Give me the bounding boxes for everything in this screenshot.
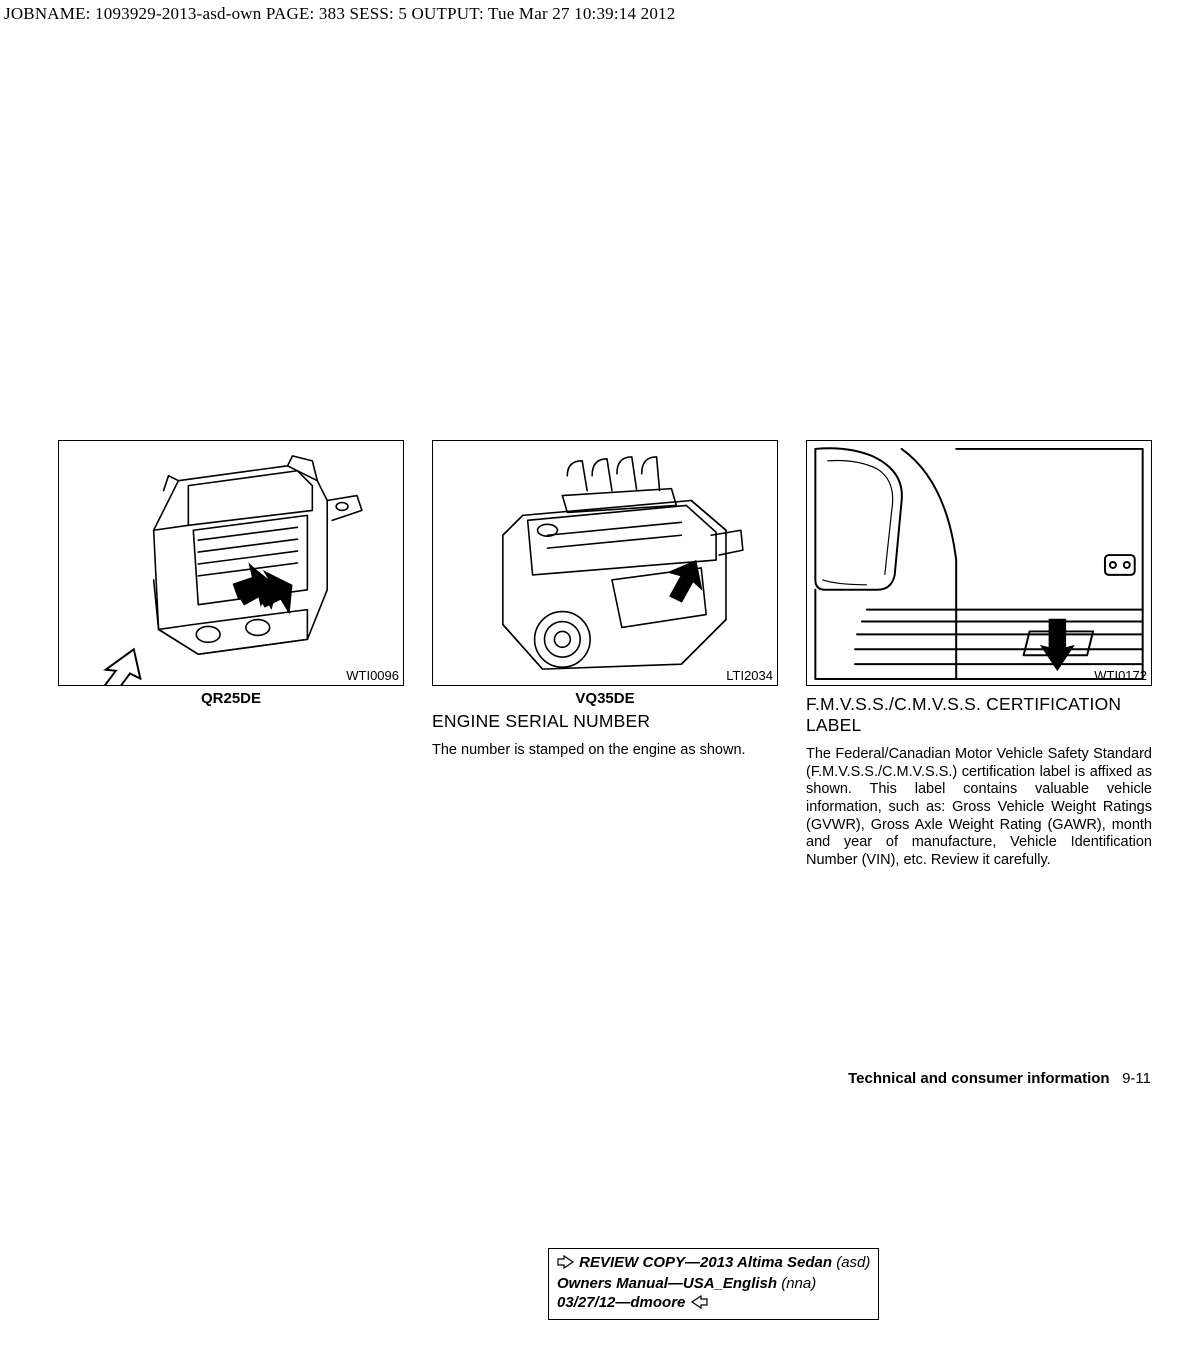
review-line1-c: (asd): [836, 1254, 870, 1271]
review-line2-b: (nna): [781, 1275, 816, 1292]
body-cert-label: The Federal/Canadian Motor Vehicle Safet…: [806, 746, 1152, 870]
column-vq35de: LTI2034 VQ35DE ENGINE SERIAL NUMBER The …: [432, 440, 778, 870]
jobname-header: JOBNAME: 1093929-2013-asd-own PAGE: 383 …: [4, 4, 675, 24]
column-qr25de: WTI0096 QR25DE: [58, 440, 404, 870]
caption-qr25de: QR25DE: [58, 690, 404, 707]
section-footer: Technical and consumer information 9-11: [848, 1070, 1151, 1087]
figure-code: LTI2034: [726, 668, 773, 683]
figure-code: WTI0096: [346, 668, 399, 683]
review-line1-b: 2013 Altima Sedan: [700, 1254, 836, 1271]
body-engine-serial: The number is stamped on the engine as s…: [432, 742, 778, 760]
figure-qr25de: WTI0096: [58, 440, 404, 686]
figure-code: WTI0172: [1094, 668, 1147, 683]
heading-cert-label: F.M.V.S.S./C.M.V.S.S. CERTIFICATION LABE…: [806, 694, 1152, 736]
heading-engine-serial: ENGINE SERIAL NUMBER: [432, 711, 778, 732]
review-line2-a: Owners Manual—USA_English: [557, 1275, 781, 1292]
review-line1-a: REVIEW COPY—: [579, 1254, 700, 1271]
figure-cert-label: WTI0172: [806, 440, 1152, 686]
column-cert-label: WTI0172 F.M.V.S.S./C.M.V.S.S. CERTIFICAT…: [806, 440, 1152, 870]
content-row: WTI0096 QR25DE: [58, 440, 1150, 870]
page-number: 9-11: [1122, 1070, 1151, 1087]
figure-vq35de: LTI2034: [432, 440, 778, 686]
engine-vq35de-illustration: [433, 441, 777, 685]
front-arrow-icon: [98, 649, 141, 685]
caption-vq35de: VQ35DE: [432, 690, 778, 707]
review-line3: 03/27/12—dmoore: [557, 1294, 685, 1311]
door-sill-illustration: [807, 441, 1151, 685]
hand-left-icon: [690, 1295, 708, 1314]
hand-right-icon: [557, 1255, 575, 1274]
review-copy-box: REVIEW COPY—2013 Altima Sedan (asd) Owne…: [548, 1248, 879, 1320]
engine-qr25de-illustration: [59, 441, 403, 685]
section-name: Technical and consumer information: [848, 1070, 1109, 1087]
